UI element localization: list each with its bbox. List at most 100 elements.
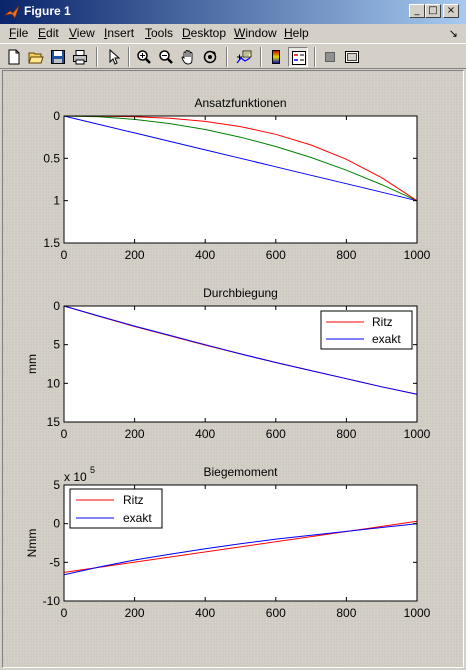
data-cursor-button[interactable] [234, 47, 254, 67]
legend-button[interactable] [288, 47, 308, 67]
y-tick-label: 1.5 [43, 236, 60, 250]
menu-file-rest: ile [16, 26, 29, 40]
pan-hand-icon [181, 50, 193, 65]
x-tick-label: 0 [61, 248, 68, 262]
menu-edit[interactable]: Edit [38, 26, 59, 40]
x-tick-label: 200 [125, 248, 145, 262]
x-tick-label: 1000 [404, 606, 431, 620]
figure-toolbar [0, 43, 466, 69]
y-tick-label: 0 [53, 299, 60, 313]
legend-label-exakt: exakt [123, 511, 152, 525]
data-cursor-icon [236, 50, 252, 64]
y-tick-label: 5 [53, 478, 60, 492]
y-multiplier: x 10 [64, 470, 87, 484]
axes-frame [63, 305, 418, 423]
axes-ansatzfunktionen[interactable]: Ansatzfunktionen 0 200 400 600 800 1000 0 0.5 1 1… [43, 96, 430, 262]
hide-plot-tools-button[interactable] [320, 47, 340, 67]
y-tick-label: -5 [49, 555, 60, 569]
save-icon [51, 50, 65, 64]
minimize-button[interactable]: _ [409, 4, 425, 18]
menu-bar: File Edit View Insert Tools Desktop Wind… [0, 24, 466, 42]
zoom-out-button[interactable] [156, 47, 176, 67]
x-tick-label: 200 [125, 606, 145, 620]
matlab-logo-icon [4, 5, 20, 19]
zoom-in-button[interactable] [134, 47, 154, 67]
show-plot-tools-icon [345, 51, 359, 63]
colorbar-icon [272, 50, 280, 64]
x-tick-label: 0 [61, 606, 68, 620]
menu-window[interactable]: Window [234, 26, 277, 40]
dock-arrow-icon[interactable]: ↘ [448, 28, 458, 40]
zoom-out-icon [159, 50, 173, 64]
new-file-icon [8, 49, 20, 65]
rotate-3d-icon [203, 50, 217, 64]
y-tick-label: 0 [53, 109, 60, 123]
x-tick-label: 400 [195, 427, 215, 441]
menu-view[interactable]: View [69, 26, 95, 40]
y-tick-label: 0 [53, 517, 60, 531]
axes-biegemoment[interactable]: Biegemoment x 10 5 0 200 400 600 800 1000 5 0 -5… [25, 465, 431, 620]
window-title: Figure 1 [24, 4, 71, 18]
rotate-3d-button[interactable] [200, 47, 220, 67]
x-tick-label: 1000 [404, 427, 431, 441]
maximize-button[interactable]: □ [425, 4, 441, 18]
toolbar-separator [226, 47, 228, 67]
open-folder-icon [28, 52, 44, 64]
menu-tools[interactable]: Tools [145, 26, 174, 40]
y-tick-label: 0.5 [43, 151, 60, 165]
series-group [63, 520, 418, 576]
x-tick-label: 600 [266, 606, 286, 620]
y-axis-label: mm [25, 354, 39, 374]
menu-help[interactable]: Help [284, 26, 309, 40]
open-button[interactable] [26, 47, 46, 67]
toolbar-separator [314, 47, 316, 67]
legend-label-ritz: Ritz [372, 315, 393, 329]
x-tick-label: 400 [195, 606, 215, 620]
axes-title: Biegemoment [203, 465, 278, 479]
y-tick-label: 1 [53, 194, 60, 208]
title-bar[interactable]: Figure 1 _ □ × [0, 0, 466, 24]
print-icon [73, 50, 87, 65]
legend-icon [292, 51, 306, 65]
y-tick-label: 5 [53, 338, 60, 352]
series-group [63, 305, 418, 395]
legend[interactable]: Ritz exakt [320, 310, 413, 350]
x-tick-label: 600 [266, 248, 286, 262]
x-tick-label: 600 [266, 427, 286, 441]
axes-title: Ansatzfunktionen [194, 96, 286, 110]
select-button[interactable] [104, 47, 124, 67]
hide-plot-tools-icon [325, 52, 335, 62]
x-tick-label: 800 [336, 427, 356, 441]
series-line-exakt [63, 523, 418, 576]
menu-desktop[interactable]: Desktop [182, 26, 227, 40]
axes-frame [63, 484, 418, 602]
y-axis-label: Nmm [25, 529, 39, 558]
save-button[interactable] [48, 47, 68, 67]
new-file-button[interactable] [4, 47, 24, 67]
y-tick-label: 15 [47, 415, 61, 429]
toolbar-separator [96, 47, 98, 67]
series-line-0 [63, 115, 418, 202]
x-tick-label: 800 [336, 606, 356, 620]
pan-button[interactable] [178, 47, 198, 67]
show-plot-tools-button[interactable] [342, 47, 362, 67]
series-line-exakt [63, 305, 418, 395]
x-tick-label: 0 [61, 427, 68, 441]
plot-background [64, 116, 417, 243]
print-button[interactable] [70, 47, 90, 67]
legend[interactable]: Ritz exakt [69, 488, 163, 529]
close-button[interactable]: × [443, 4, 459, 18]
series-line-1 [63, 115, 418, 202]
legend-box [69, 488, 163, 529]
legend-label-ritz: Ritz [123, 493, 144, 507]
ticks-group: 0 200 400 600 800 1000 0 5 10 15 [47, 299, 431, 441]
select-arrow-icon [109, 49, 121, 65]
y-tick-label: -10 [43, 594, 61, 608]
menu-file[interactable]: File [9, 26, 29, 40]
colorbar-button[interactable] [266, 47, 286, 67]
menu-insert[interactable]: Insert [104, 26, 135, 40]
x-tick-label: 1000 [404, 248, 431, 262]
toolbar-separator [128, 47, 130, 67]
axes-frame [63, 115, 418, 244]
